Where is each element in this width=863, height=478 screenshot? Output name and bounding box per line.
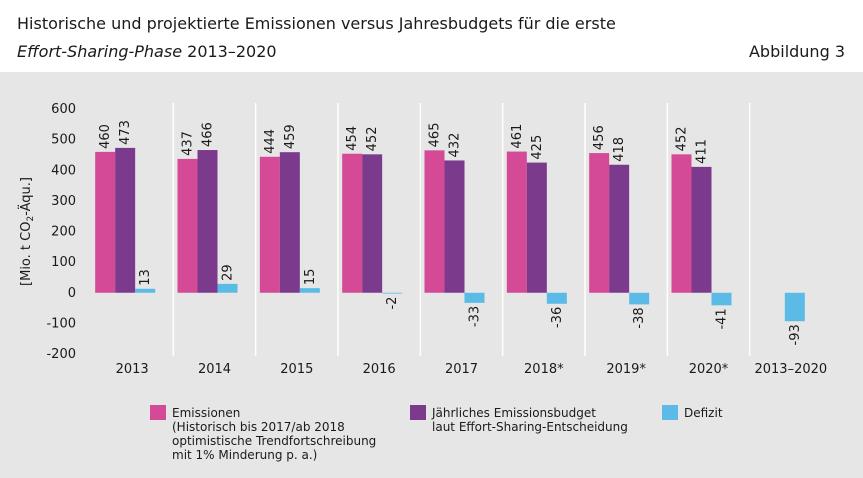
x-tick-label: 2013–2020 xyxy=(754,362,827,377)
chart-header: Historische und projektierte Emissionen … xyxy=(0,0,863,72)
data-label: 454 xyxy=(345,126,360,151)
x-tick-label: 2017 xyxy=(445,362,478,377)
bar-emissions xyxy=(506,151,527,293)
bar-budget xyxy=(279,152,300,293)
y-axis-label-part: -Äqu.] xyxy=(18,177,34,216)
y-tick-label: 200 xyxy=(51,225,76,240)
data-label: -93 xyxy=(788,324,803,345)
bar-deficit xyxy=(299,288,320,293)
y-tick-label: 500 xyxy=(51,133,76,148)
legend-swatch-emissions xyxy=(150,405,166,420)
bar-deficit xyxy=(784,292,805,322)
bar-emissions xyxy=(589,153,610,293)
bar-emissions xyxy=(259,156,280,293)
legend-label: mit 1% Minderung p. a.) xyxy=(172,448,317,462)
data-label: 466 xyxy=(201,122,216,147)
bar-deficit xyxy=(464,292,485,303)
bar-budget xyxy=(444,160,465,293)
bar-deficit xyxy=(629,292,650,305)
data-label: 15 xyxy=(303,269,318,286)
data-label: 13 xyxy=(138,269,153,286)
y-tick-label: -200 xyxy=(46,347,76,362)
bar-deficit xyxy=(135,288,156,293)
bar-deficit xyxy=(711,292,732,306)
bar-emissions xyxy=(95,151,116,293)
data-label: 432 xyxy=(448,133,463,158)
x-tick-label: 2020* xyxy=(689,362,729,377)
y-tick-label: 0 xyxy=(68,286,76,301)
chart-svg: 600 500 400 300 200 100 0 -100 -200 [Mio. t CO2-Ä… xyxy=(18,102,827,462)
data-label: 452 xyxy=(675,126,690,151)
data-label: 29 xyxy=(221,264,236,281)
data-label: -41 xyxy=(715,308,730,329)
legend-label: Jährliches Emissionsbudget xyxy=(431,406,596,420)
legend-label: laut Effort-Sharing-Entscheidung xyxy=(432,420,628,434)
bar-deficit xyxy=(382,292,403,294)
bar-emissions xyxy=(177,158,198,293)
y-axis-label-part: [Mio. t CO xyxy=(19,222,34,286)
bar-deficit xyxy=(546,292,567,304)
legend-swatch-budget xyxy=(410,405,426,420)
bar-emissions xyxy=(671,154,692,293)
chart-subtitle: Effort-Sharing-Phase 2013–2020 xyxy=(17,42,277,61)
x-tick-label: 2018* xyxy=(524,362,564,377)
bar-budget xyxy=(115,147,136,293)
data-label: 444 xyxy=(263,129,278,154)
data-label: 465 xyxy=(428,123,443,148)
chart-title: Historische und projektierte Emissionen … xyxy=(17,14,616,33)
x-tick-label: 2014 xyxy=(198,362,231,377)
x-tick-label: 2019* xyxy=(606,362,646,377)
data-label: 411 xyxy=(695,139,710,164)
data-label: -33 xyxy=(468,306,483,327)
data-label: 456 xyxy=(592,125,607,150)
data-label: 461 xyxy=(510,124,525,149)
data-label: 437 xyxy=(181,131,196,156)
data-label: 452 xyxy=(365,126,380,151)
data-label: 473 xyxy=(118,120,133,145)
y-tick-label: 600 xyxy=(51,102,76,117)
chart-subtitle-italic: Effort-Sharing-Phase xyxy=(17,42,183,61)
figure-label: Abbildung 3 xyxy=(748,42,845,61)
y-tick-label: -100 xyxy=(46,316,76,331)
y-tick-label: 300 xyxy=(51,194,76,209)
x-tick-label: 2016 xyxy=(363,362,396,377)
x-tick-label: 2015 xyxy=(280,362,313,377)
data-label: -36 xyxy=(550,307,565,328)
data-label: 425 xyxy=(530,135,545,160)
bar-budget xyxy=(526,162,547,293)
legend-label: optimistische Trendfortschreibung xyxy=(172,434,376,448)
bar-budget xyxy=(362,154,383,293)
data-label: -2 xyxy=(385,297,400,310)
bar-budget xyxy=(609,164,630,293)
bar-budget xyxy=(691,166,712,293)
data-label: 460 xyxy=(98,124,113,149)
legend-label: Emissionen xyxy=(172,406,240,420)
data-label: 459 xyxy=(283,124,298,149)
legend-label: Defizit xyxy=(684,406,723,420)
bar-emissions xyxy=(424,150,445,293)
chart-subtitle-rest: 2013–2020 xyxy=(182,42,277,61)
legend-label: (Historisch bis 2017/ab 2018 xyxy=(172,420,345,434)
legend-swatch-deficit xyxy=(662,405,678,420)
bar-deficit xyxy=(217,283,238,293)
bar-budget xyxy=(197,150,218,293)
x-tick-label: 2013 xyxy=(116,362,149,377)
y-axis-label: [Mio. t CO2-Äqu.] xyxy=(18,177,36,286)
y-tick-label: 400 xyxy=(51,163,76,178)
bar-emissions xyxy=(342,153,363,293)
data-label: 418 xyxy=(612,137,627,162)
y-axis-label-subscript: 2 xyxy=(26,216,36,222)
y-tick-label: 100 xyxy=(51,255,76,270)
data-label: -38 xyxy=(632,307,647,328)
